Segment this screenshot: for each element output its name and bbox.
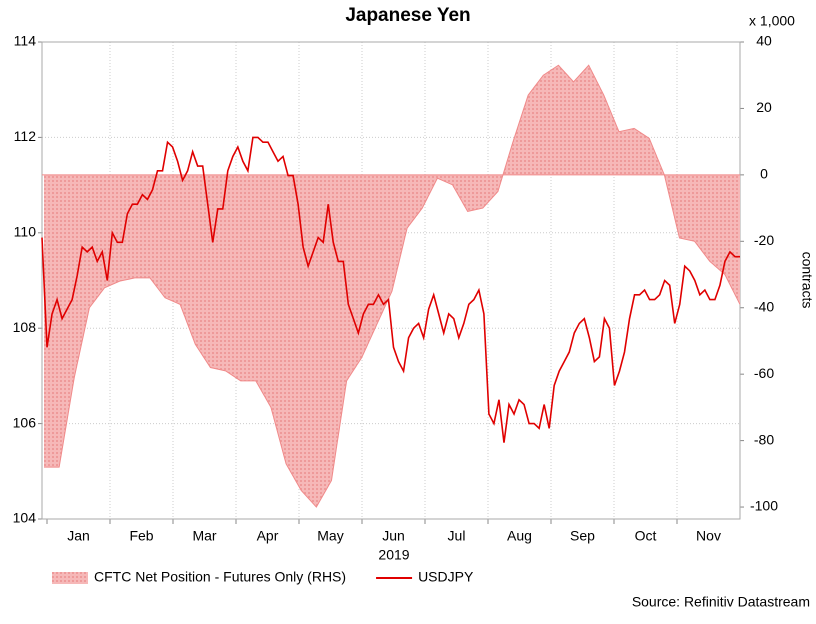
legend-swatch (52, 572, 88, 584)
x-tick-label: Mar (192, 528, 216, 544)
x-group-label: 2019 (378, 547, 409, 563)
legend-label: CFTC Net Position - Futures Only (RHS) (94, 569, 346, 585)
source: Source: Refinitiv Datastream (632, 594, 810, 610)
y2-tick-label: -60 (754, 365, 774, 381)
area (44, 65, 740, 508)
y-tick-label: 112 (14, 128, 37, 144)
x-tick-label: Oct (635, 528, 657, 544)
y2-tick-label: 0 (760, 166, 768, 182)
y-tick-label: 110 (14, 224, 37, 240)
y-tick-label: 104 (13, 510, 37, 526)
x-tick-label: May (317, 528, 343, 544)
x-tick-label: Apr (257, 528, 279, 544)
x-tick-label: Sep (570, 528, 595, 544)
y2-tick-label: -100 (750, 498, 778, 514)
line (41, 136, 740, 443)
x-tick-label: Jun (382, 528, 405, 544)
chart-title: Japanese Yen (345, 5, 470, 26)
legend-label: USDJPY (418, 569, 474, 585)
x-tick-label: Jul (448, 528, 466, 544)
y-tick-label: 108 (13, 319, 37, 335)
y2-tick-label: 40 (756, 33, 772, 49)
x-tick-label: Feb (129, 528, 153, 544)
x-tick-label: Jan (67, 528, 90, 544)
y2-tick-label: -20 (754, 232, 774, 248)
area-edge (44, 64, 741, 508)
x-tick-label: Aug (507, 528, 532, 544)
y2-tick-label: -40 (754, 298, 774, 314)
y2-tick-label: 20 (756, 99, 772, 115)
y2-axis-label: contracts (799, 252, 815, 309)
y2-tick-label: -80 (754, 431, 774, 447)
y-tick-label: 106 (13, 414, 37, 430)
x-tick-label: Nov (696, 528, 721, 544)
y2-unit: x 1,000 (749, 13, 795, 29)
y-tick-label: 114 (14, 33, 37, 49)
